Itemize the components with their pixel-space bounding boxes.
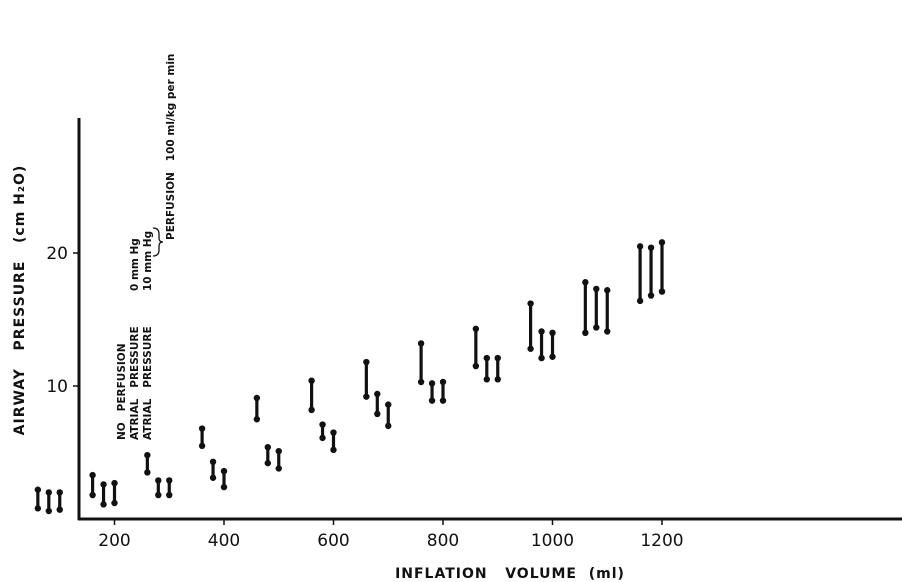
range-low-point <box>439 397 447 404</box>
range-high-point <box>374 390 381 398</box>
range-low-point <box>56 506 63 513</box>
range-high-point <box>253 394 261 402</box>
x-tick-label: 1000 <box>531 531 574 551</box>
range-low-point <box>538 354 545 362</box>
range-high-point <box>428 380 436 387</box>
range-high-point <box>593 285 600 293</box>
range-high-point <box>144 451 151 459</box>
range-high-point <box>582 279 589 286</box>
y-axis-title: AIRWAY PRESSURE (cm H₂O) <box>12 165 28 436</box>
range-low-point <box>428 397 436 404</box>
y-tick-label: 10 <box>46 377 68 397</box>
x-ticks: 200 400 600 800 1000 1200 <box>98 519 684 551</box>
range-high-point <box>100 481 107 488</box>
range-high-point <box>111 479 118 487</box>
range-high-point <box>472 325 480 333</box>
range-high-point <box>330 429 337 436</box>
range-high-point <box>220 467 228 475</box>
plot-area <box>34 239 666 515</box>
range-high-point <box>658 239 666 246</box>
range-low-point <box>166 491 173 499</box>
legend-atrial-value-10: 10 mm Hg <box>142 231 154 291</box>
range-low-point <box>220 483 228 491</box>
range-high-point <box>319 421 326 428</box>
range-low-point <box>34 505 42 512</box>
x-axis-title: INFLATION VOLUME (ml) <box>395 566 625 582</box>
legend-brace <box>152 227 164 257</box>
range-high-point <box>264 443 271 451</box>
range-low-point <box>582 329 589 336</box>
range-high-point <box>45 489 52 496</box>
range-high-point <box>494 354 501 362</box>
range-high-point <box>439 378 447 386</box>
x-tick-label: 600 <box>317 531 349 551</box>
range-high-point <box>527 300 534 307</box>
range-high-point <box>636 243 644 250</box>
range-low-point <box>198 442 206 450</box>
legend-atrial-value-0: 0 mm Hg <box>129 238 141 291</box>
range-high-point <box>34 486 42 493</box>
range-high-point <box>166 477 173 484</box>
range-low-point <box>264 459 271 467</box>
legend-entry-atrial-pressure-1: ATRIAL PRESSURE <box>129 326 141 440</box>
range-low-point <box>100 501 107 508</box>
range-low-point <box>472 362 480 370</box>
x-tick-label: 200 <box>98 531 130 551</box>
range-low-point <box>330 446 337 454</box>
range-high-point <box>549 329 556 336</box>
range-high-point <box>417 340 425 347</box>
legend-perfusion-note: PERFUSION 100 ml/kg per min <box>165 54 177 240</box>
range-low-point <box>494 376 501 383</box>
range-high-point <box>308 377 315 384</box>
range-low-point <box>308 406 315 414</box>
range-high-point <box>89 471 96 479</box>
range-low-point <box>593 324 600 331</box>
series-0 <box>34 243 644 512</box>
range-low-point <box>658 288 666 295</box>
range-low-point <box>385 422 392 430</box>
range-low-point <box>636 297 644 305</box>
range-low-point <box>319 434 326 442</box>
series-2 <box>56 239 666 513</box>
range-high-point <box>198 425 206 432</box>
range-low-point <box>89 491 96 499</box>
range-high-point <box>385 401 392 408</box>
range-high-point <box>155 477 162 484</box>
x-tick-label: 1200 <box>640 531 683 551</box>
range-high-point <box>363 358 370 366</box>
range-high-point <box>483 354 490 362</box>
range-high-point <box>538 328 545 335</box>
range-low-point <box>604 328 611 335</box>
range-low-point <box>275 465 282 472</box>
range-low-point <box>363 393 370 400</box>
x-tick-label: 800 <box>427 531 459 551</box>
range-low-point <box>527 345 534 352</box>
range-high-point <box>56 489 63 496</box>
range-high-point <box>275 447 282 455</box>
legend: NO PERFUSION ATRIAL PRESSURE ATRIAL PRES… <box>116 54 177 440</box>
range-low-point <box>45 507 52 515</box>
range-low-point <box>144 469 151 476</box>
y-ticks: 10 20 <box>46 244 79 397</box>
range-low-point <box>374 410 381 418</box>
range-low-point <box>111 499 118 507</box>
x-tick-label: 400 <box>208 531 240 551</box>
series-1 <box>45 244 655 515</box>
range-high-point <box>647 244 655 251</box>
y-tick-label: 20 <box>46 244 68 264</box>
range-low-point <box>209 474 217 481</box>
legend-entry-no-perfusion: NO PERFUSION <box>116 343 128 440</box>
axes <box>77 118 902 521</box>
range-high-point <box>209 458 217 466</box>
range-low-point <box>253 416 261 423</box>
legend-entry-atrial-pressure-2: ATRIAL PRESSURE <box>142 326 154 440</box>
range-low-point <box>647 292 655 299</box>
range-high-point <box>604 287 611 294</box>
range-low-point <box>417 378 425 386</box>
range-low-point <box>483 376 490 383</box>
range-low-point <box>155 491 162 499</box>
range-low-point <box>549 353 556 360</box>
